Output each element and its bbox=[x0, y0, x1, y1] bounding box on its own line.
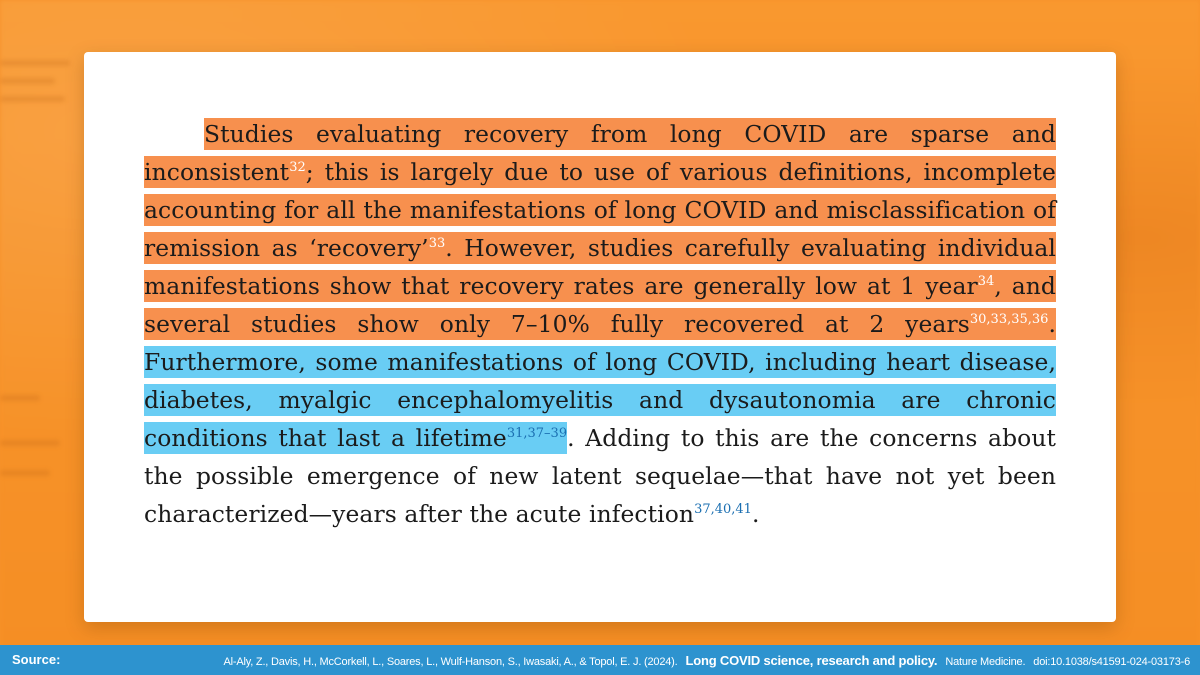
orange-highlight: Studies evaluating recovery from long CO… bbox=[144, 118, 1056, 340]
excerpt-paragraph: Studies evaluating recovery from long CO… bbox=[144, 115, 1056, 533]
source-citation: Al-Aly, Z., Davis, H., McCorkell, L., So… bbox=[224, 653, 1191, 668]
sentence-2: ; this is largely due to use of various … bbox=[144, 158, 1056, 262]
excerpt-card: Studies evaluating recovery from long CO… bbox=[84, 52, 1116, 622]
sentence-5: . bbox=[1048, 310, 1056, 338]
citation-ref: 33 bbox=[428, 236, 446, 251]
blurred-background-text bbox=[0, 0, 80, 675]
citation-ref: 30,33,35,36 bbox=[969, 312, 1049, 327]
citation-doi: doi:10.1038/s41591-024-03173-6 bbox=[1033, 656, 1190, 668]
sentence-6: Furthermore, some manifestations of long… bbox=[144, 348, 1056, 452]
citation-ref: 31,37–39 bbox=[506, 426, 568, 441]
source-footer: Source: Al-Aly, Z., Davis, H., McCorkell… bbox=[0, 645, 1200, 675]
sentence-8: . bbox=[751, 500, 760, 528]
citation-ref: 34 bbox=[977, 274, 995, 289]
citation-authors: Al-Aly, Z., Davis, H., McCorkell, L., So… bbox=[223, 656, 678, 668]
citation-ref: 32 bbox=[289, 160, 306, 175]
source-label: Source: bbox=[12, 652, 61, 667]
sentence-1: Studies evaluating recovery from long CO… bbox=[144, 120, 1056, 186]
citation-ref: 37,40,41 bbox=[694, 502, 752, 517]
sentence-7: . Adding to this are the concerns about … bbox=[144, 424, 1056, 528]
sentence-3: . However, studies carefully evaluating … bbox=[144, 234, 1056, 300]
citation-title: Long COVID science, research and policy. bbox=[685, 653, 938, 668]
sentence-4: , and several studies show only 7–10% fu… bbox=[144, 272, 1056, 338]
citation-journal: Nature Medicine. bbox=[945, 656, 1026, 668]
